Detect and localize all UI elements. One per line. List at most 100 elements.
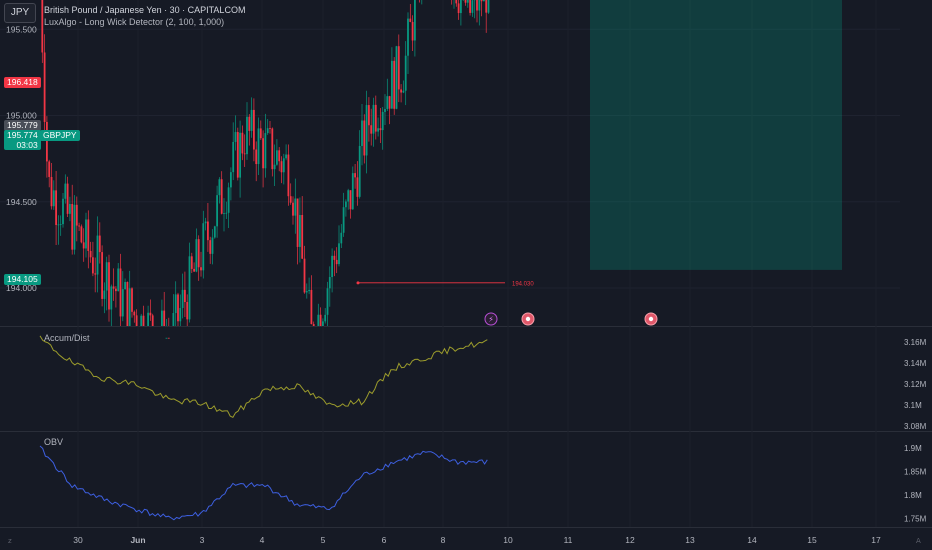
- candle-body: [266, 128, 269, 134]
- obv-tick: 1.8M: [904, 491, 922, 500]
- candle-body: [230, 172, 232, 188]
- candle-body: [338, 243, 340, 265]
- candle-body: [62, 198, 64, 225]
- candle-body: [167, 337, 170, 339]
- candle-body: [48, 161, 51, 177]
- candle-body: [140, 315, 143, 326]
- candle-body: [46, 121, 48, 162]
- candle-body: [269, 128, 271, 129]
- candle-body: [69, 204, 71, 214]
- candle-body: [161, 310, 163, 326]
- accum-dist-tick: 3.12M: [904, 380, 927, 389]
- candle-body: [409, 18, 412, 22]
- candle-body: [133, 311, 136, 316]
- candle-body: [471, 0, 474, 13]
- candle-body: [105, 262, 108, 291]
- candle-body: [142, 315, 145, 326]
- candle-body: [372, 104, 375, 134]
- candle-body: [296, 198, 299, 247]
- time-axis-label: 12: [625, 535, 635, 545]
- accum-dist-tick: 3.08M: [904, 422, 927, 431]
- candle-body: [303, 258, 306, 293]
- candle-body: [128, 288, 131, 326]
- candle-body: [89, 250, 92, 258]
- price-tick-label: 195.000: [6, 111, 37, 121]
- candle-body: [209, 240, 212, 254]
- indicator-label[interactable]: LuxAlgo - Long Wick Detector (2, 100, 1,…: [44, 17, 225, 27]
- candle-body: [404, 55, 407, 91]
- candle-body: [312, 324, 315, 326]
- candle-body: [411, 21, 414, 41]
- candle-body: [379, 128, 382, 131]
- candle-body: [94, 273, 97, 275]
- candle-body: [55, 190, 57, 225]
- accum-dist-tick: 3.16M: [904, 338, 927, 347]
- candle-body: [278, 150, 281, 162]
- candle-body: [358, 146, 361, 197]
- candle-body: [460, 0, 462, 14]
- current-price-value: 195.774: [7, 130, 38, 140]
- candle-body: [234, 132, 237, 142]
- candle-body: [82, 242, 85, 249]
- candle-body: [248, 116, 251, 131]
- flag-icon: [525, 316, 531, 322]
- candle-body: [400, 89, 402, 93]
- earnings-event-icon: [484, 312, 498, 326]
- candle-body: [110, 286, 113, 310]
- candle-body: [207, 221, 209, 241]
- candle-body: [124, 281, 126, 290]
- candle-body: [386, 96, 389, 110]
- candle-body: [469, 0, 471, 13]
- candle-body: [186, 302, 189, 320]
- candle-body: [289, 196, 292, 203]
- candle-body: [485, 0, 488, 13]
- candle-body: [377, 128, 379, 132]
- candle-body: [393, 60, 396, 109]
- candle-body: [280, 161, 283, 173]
- candle-body: [126, 281, 129, 326]
- candle-body: [147, 312, 149, 326]
- candle-body: [282, 158, 285, 173]
- candle-body: [131, 288, 133, 312]
- candle-body: [276, 150, 278, 165]
- candle-body: [59, 224, 62, 225]
- candle-body: [273, 164, 276, 170]
- candle-body: [163, 310, 166, 326]
- bar-countdown: 03:03: [16, 140, 38, 150]
- chart-title: British Pound / Japanese Yen · 30 · CAPI…: [44, 5, 246, 15]
- candle-body: [361, 120, 363, 147]
- time-axis-label: 4: [260, 535, 265, 545]
- flag-icon: [648, 316, 654, 322]
- candle-body: [250, 109, 253, 131]
- candle-body: [292, 202, 294, 216]
- candle-body: [73, 204, 76, 250]
- price-tick-label: 194.500: [6, 197, 37, 207]
- candle-body: [218, 179, 221, 196]
- candle-body: [246, 116, 248, 155]
- candle-body: [80, 226, 83, 243]
- time-axis-label: 8: [441, 535, 446, 545]
- time-axis-label: 15: [807, 535, 817, 545]
- candle-body: [264, 133, 267, 169]
- obv-tick: 1.75M: [904, 515, 927, 524]
- candle-body: [75, 204, 78, 226]
- candle-body: [243, 153, 246, 155]
- candle-body: [227, 187, 230, 213]
- symbol-button[interactable]: JPY: [4, 3, 36, 23]
- timezone-icon: z: [8, 537, 12, 545]
- candle-body: [354, 173, 356, 178]
- candle-body: [397, 46, 400, 90]
- target-price-tag: 194.105: [4, 274, 41, 285]
- candle-body: [345, 201, 347, 208]
- candle-body: [108, 262, 110, 310]
- time-axis-label: 10: [503, 535, 513, 545]
- candle-body: [455, 0, 458, 4]
- accum-dist-tick: 3.14M: [904, 359, 927, 368]
- candle-body: [195, 239, 198, 272]
- candle-body: [174, 294, 177, 314]
- candle-body: [216, 195, 218, 227]
- candle-body: [335, 259, 338, 265]
- candle-body: [317, 314, 320, 326]
- candle-body: [310, 289, 313, 325]
